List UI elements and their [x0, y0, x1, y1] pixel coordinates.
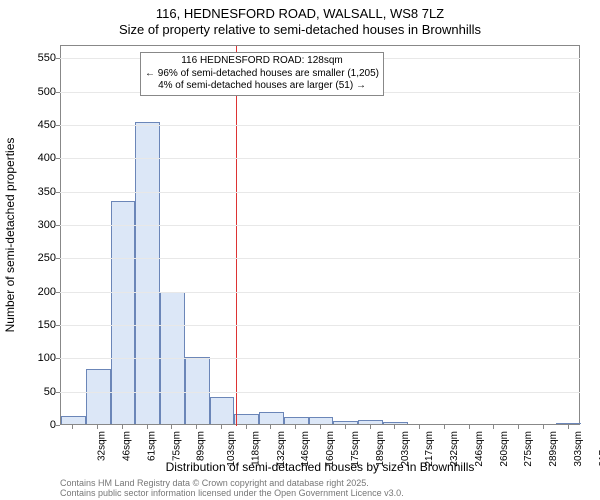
footer: Contains HM Land Registry data © Crown c… [60, 479, 404, 499]
y-tick-label: 200 [38, 286, 56, 298]
x-tick-mark [543, 425, 544, 429]
y-tick-label: 400 [38, 152, 56, 164]
y-tick-label: 350 [38, 186, 56, 198]
x-tick-mark [221, 425, 222, 429]
gridline [60, 158, 580, 159]
histogram-bar [61, 416, 86, 424]
x-tick-mark [196, 425, 197, 429]
x-tick-mark [246, 425, 247, 429]
reference-line [236, 46, 237, 426]
x-tick-mark [518, 425, 519, 429]
x-tick-mark [370, 425, 371, 429]
annotation-box: 116 HEDNESFORD ROAD: 128sqm ← 96% of sem… [140, 52, 384, 96]
histogram-bar [358, 420, 383, 424]
footer-line-2: Contains public sector information licen… [60, 489, 404, 499]
y-tick-mark [56, 158, 60, 159]
y-tick-mark [56, 292, 60, 293]
gridline [60, 292, 580, 293]
y-tick-mark [56, 325, 60, 326]
x-tick-mark [72, 425, 73, 429]
x-tick-label: 89sqm [196, 431, 207, 461]
histogram-bar [259, 412, 284, 424]
x-tick-label: 61sqm [146, 431, 157, 461]
x-tick-mark [568, 425, 569, 429]
y-tick-label: 500 [38, 86, 56, 98]
y-tick-mark [56, 225, 60, 226]
histogram-bar [111, 201, 136, 424]
histogram-bar [333, 421, 358, 424]
y-tick-mark [56, 358, 60, 359]
y-tick-mark [56, 192, 60, 193]
gridline [60, 125, 580, 126]
annotation-line-2: ← 96% of semi-detached houses are smalle… [145, 68, 379, 81]
y-tick-label: 450 [38, 119, 56, 131]
y-tick-label: 50 [44, 386, 56, 398]
y-tick-label: 300 [38, 219, 56, 231]
x-tick-mark [345, 425, 346, 429]
gridline [60, 225, 580, 226]
title-line-1: 116, HEDNESFORD ROAD, WALSALL, WS8 7LZ [0, 6, 600, 21]
y-tick-label: 150 [38, 319, 56, 331]
bars-layer [61, 46, 579, 424]
annotation-line-3: 4% of semi-detached houses are larger (5… [145, 80, 379, 93]
x-tick-mark [444, 425, 445, 429]
x-tick-mark [419, 425, 420, 429]
x-tick-mark [122, 425, 123, 429]
x-tick-label: 75sqm [171, 431, 182, 461]
gridline [60, 358, 580, 359]
gridline [60, 192, 580, 193]
y-tick-mark [56, 125, 60, 126]
histogram-bar [309, 417, 334, 424]
y-tick-mark [56, 392, 60, 393]
x-tick-mark [394, 425, 395, 429]
histogram-bar [234, 414, 259, 424]
y-tick-mark [56, 92, 60, 93]
x-axis-label: Distribution of semi-detached houses by … [60, 460, 580, 474]
gridline [60, 258, 580, 259]
y-tick-label: 100 [38, 352, 56, 364]
chart-container: 116, HEDNESFORD ROAD, WALSALL, WS8 7LZ S… [0, 0, 600, 500]
title-line-2: Size of property relative to semi-detach… [0, 22, 600, 37]
x-tick-label: 32sqm [97, 431, 108, 461]
y-tick-label: 250 [38, 252, 56, 264]
x-tick-mark [295, 425, 296, 429]
x-tick-mark [97, 425, 98, 429]
histogram-bar [86, 369, 111, 424]
histogram-bar [383, 422, 408, 424]
x-tick-mark [270, 425, 271, 429]
plot-area [60, 45, 580, 425]
y-tick-mark [56, 425, 60, 426]
histogram-bar [210, 397, 235, 424]
histogram-bar [556, 423, 581, 424]
x-tick-label: 46sqm [122, 431, 133, 461]
y-tick-mark [56, 258, 60, 259]
x-tick-mark [469, 425, 470, 429]
annotation-line-1: 116 HEDNESFORD ROAD: 128sqm [145, 55, 379, 68]
y-axis-label: Number of semi-detached properties [3, 138, 17, 333]
histogram-bar [284, 417, 309, 424]
x-tick-mark [171, 425, 172, 429]
x-tick-mark [320, 425, 321, 429]
y-tick-mark [56, 58, 60, 59]
x-tick-mark [147, 425, 148, 429]
x-tick-mark [493, 425, 494, 429]
gridline [60, 392, 580, 393]
gridline [60, 325, 580, 326]
y-tick-label: 550 [38, 52, 56, 64]
histogram-bar [135, 122, 160, 424]
y-tick-label: 0 [50, 419, 56, 431]
